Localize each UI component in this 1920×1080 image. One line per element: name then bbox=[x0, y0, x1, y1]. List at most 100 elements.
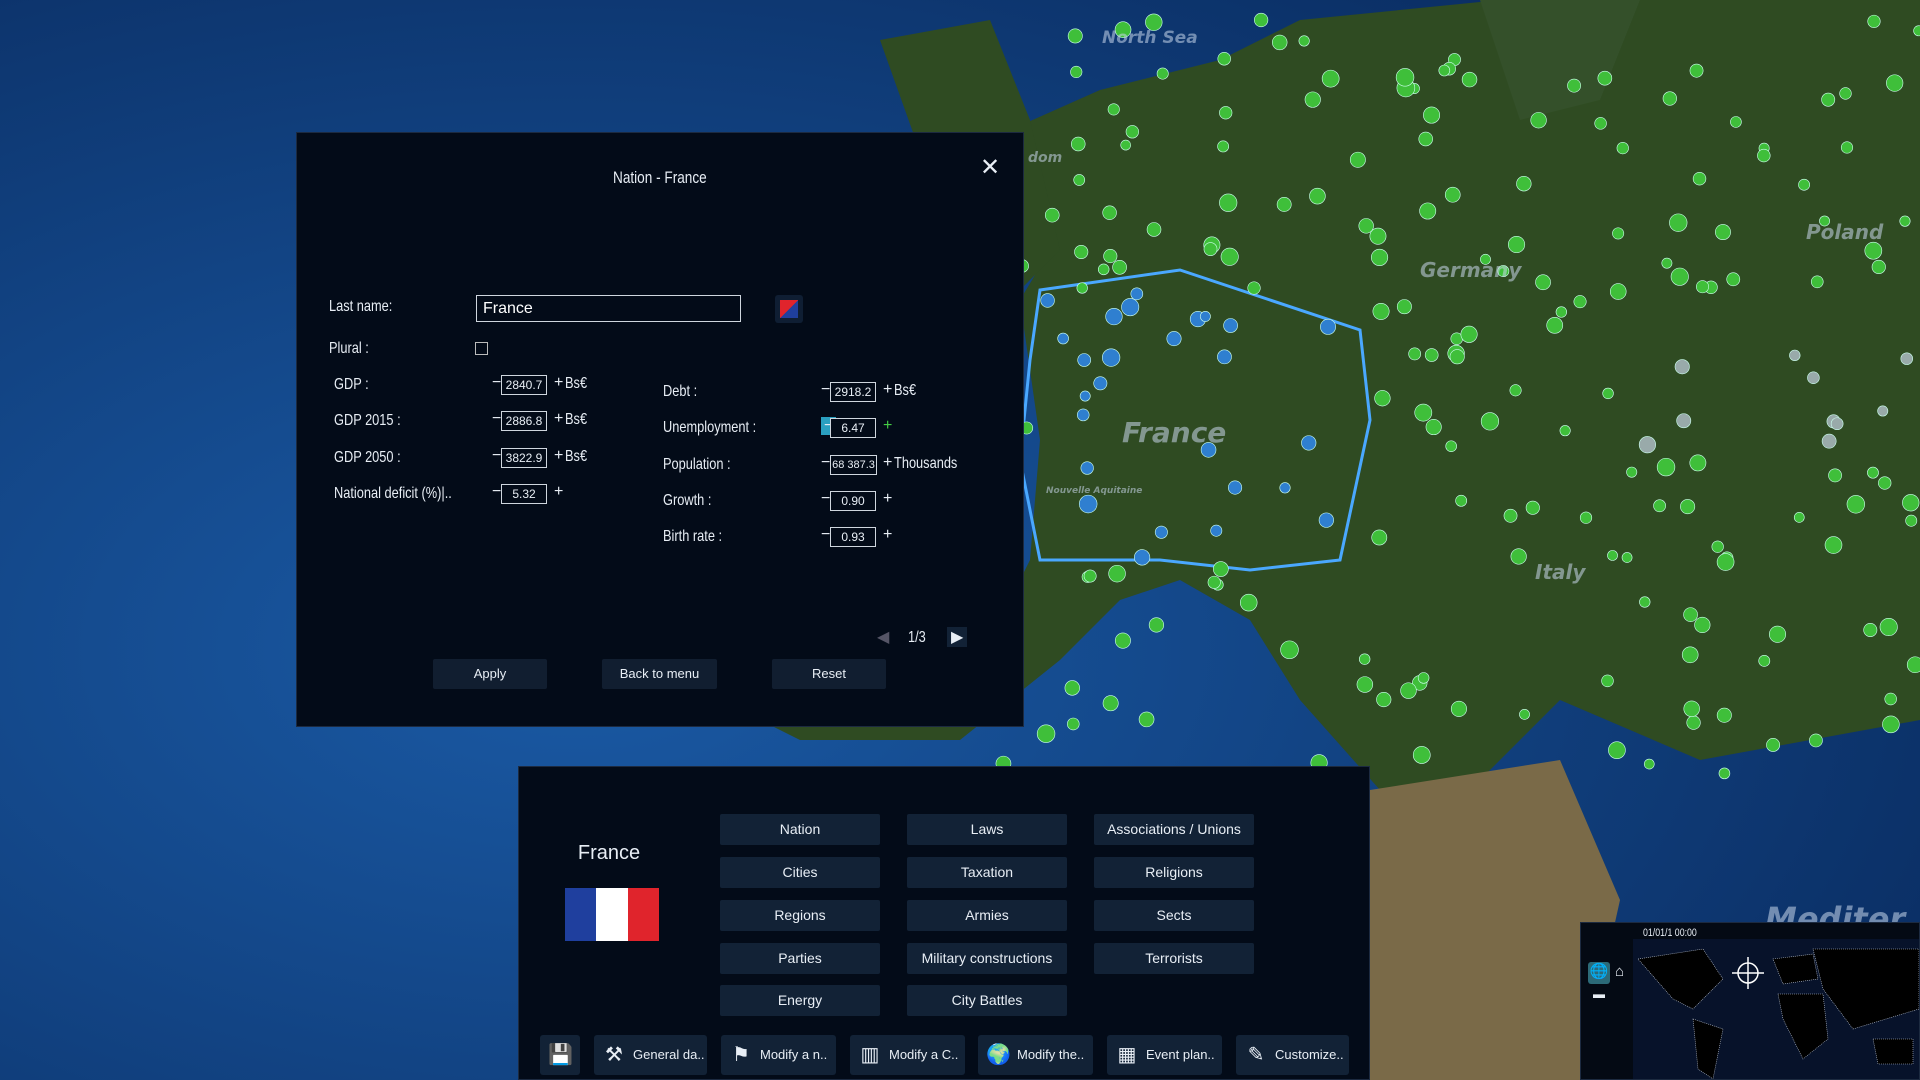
city-marker[interactable] bbox=[1219, 106, 1233, 120]
city-marker[interactable] bbox=[1217, 52, 1231, 66]
value-input[interactable]: 6.47 bbox=[830, 418, 876, 438]
city-marker[interactable] bbox=[1239, 593, 1258, 612]
city-marker[interactable] bbox=[1503, 508, 1518, 523]
city-marker[interactable] bbox=[1621, 552, 1633, 563]
city-marker[interactable] bbox=[1757, 148, 1771, 163]
plural-checkbox[interactable] bbox=[475, 342, 488, 355]
city-marker[interactable] bbox=[1223, 318, 1238, 333]
city-marker[interactable] bbox=[1374, 390, 1391, 407]
factory-icon[interactable]: ⌂ bbox=[1615, 963, 1625, 980]
city-marker[interactable] bbox=[1254, 12, 1269, 28]
city-marker[interactable] bbox=[1036, 724, 1056, 743]
city-marker[interactable] bbox=[1766, 738, 1781, 752]
city-marker[interactable] bbox=[1594, 117, 1607, 130]
minimap[interactable]: 01/01/1 00:00 🌐 ⌂ ▬ bbox=[1580, 922, 1920, 1080]
city-marker[interactable] bbox=[1798, 178, 1810, 191]
city-marker[interactable] bbox=[1078, 494, 1098, 514]
back-to-menu-button[interactable]: Back to menu bbox=[602, 659, 717, 689]
city-marker[interactable] bbox=[1145, 13, 1163, 31]
city-marker[interactable] bbox=[1417, 672, 1430, 684]
city-marker[interactable] bbox=[1349, 151, 1366, 168]
city-marker[interactable] bbox=[1370, 248, 1389, 266]
city-marker[interactable] bbox=[1219, 193, 1238, 212]
city-marker[interactable] bbox=[1074, 244, 1089, 260]
city-marker[interactable] bbox=[1040, 293, 1055, 308]
city-marker[interactable] bbox=[1097, 263, 1110, 276]
city-marker[interactable] bbox=[1877, 405, 1889, 417]
city-marker[interactable] bbox=[1419, 202, 1437, 220]
city-marker[interactable] bbox=[1125, 125, 1139, 139]
city-marker[interactable] bbox=[1807, 371, 1820, 384]
apply-button[interactable]: Apply bbox=[433, 659, 547, 689]
city-marker[interactable] bbox=[1689, 63, 1704, 78]
city-marker[interactable] bbox=[1789, 349, 1801, 361]
city-marker[interactable] bbox=[1716, 553, 1735, 571]
city-marker[interactable] bbox=[1694, 616, 1711, 634]
city-marker[interactable] bbox=[1597, 70, 1613, 86]
increment-button[interactable]: + bbox=[883, 417, 893, 434]
city-marker[interactable] bbox=[1220, 247, 1239, 266]
city-marker[interactable] bbox=[1166, 331, 1182, 347]
city-marker[interactable] bbox=[1444, 186, 1461, 203]
city-marker[interactable] bbox=[1906, 656, 1920, 674]
city-marker[interactable] bbox=[1425, 419, 1442, 436]
city-marker[interactable] bbox=[1146, 222, 1162, 237]
toolbar-button-calendar[interactable]: ▦ Event plan.. bbox=[1107, 1035, 1222, 1075]
menu-button-armies[interactable]: Armies bbox=[907, 900, 1067, 931]
menu-button-associations-unions[interactable]: Associations / Unions bbox=[1094, 814, 1254, 845]
city-marker[interactable] bbox=[1133, 549, 1151, 566]
increment-button[interactable]: + bbox=[883, 381, 893, 398]
increment-button[interactable]: + bbox=[554, 410, 564, 427]
value-input[interactable]: 0.93 bbox=[830, 527, 876, 547]
city-marker[interactable] bbox=[1207, 575, 1221, 589]
city-marker[interactable] bbox=[1730, 116, 1742, 128]
menu-button-terrorists[interactable]: Terrorists bbox=[1094, 943, 1254, 974]
city-marker[interactable] bbox=[1810, 275, 1824, 289]
decrement-button[interactable]: − bbox=[492, 483, 502, 500]
city-marker[interactable] bbox=[1418, 131, 1433, 147]
city-marker[interactable] bbox=[1212, 561, 1229, 577]
city-marker[interactable] bbox=[1643, 758, 1655, 770]
city-marker[interactable] bbox=[1298, 35, 1310, 47]
increment-button[interactable]: + bbox=[554, 447, 564, 464]
increment-button[interactable]: + bbox=[883, 490, 893, 507]
city-marker[interactable] bbox=[1882, 715, 1900, 734]
decrement-button[interactable]: − bbox=[821, 526, 831, 543]
city-marker[interactable] bbox=[1696, 280, 1709, 294]
city-marker[interactable] bbox=[1653, 499, 1666, 513]
city-marker[interactable] bbox=[1662, 91, 1677, 106]
city-marker[interactable] bbox=[1656, 457, 1676, 477]
city-marker[interactable] bbox=[1371, 529, 1388, 546]
city-marker[interactable] bbox=[1711, 540, 1724, 553]
menu-button-energy[interactable]: Energy bbox=[720, 985, 880, 1016]
city-marker[interactable] bbox=[1509, 384, 1522, 397]
city-marker[interactable] bbox=[1108, 564, 1126, 583]
decrement-button[interactable]: − bbox=[821, 381, 831, 398]
city-marker[interactable] bbox=[1900, 352, 1913, 365]
city-marker[interactable] bbox=[1607, 550, 1618, 561]
city-marker[interactable] bbox=[1358, 218, 1374, 234]
city-marker[interactable] bbox=[1400, 682, 1417, 699]
city-marker[interactable] bbox=[1819, 215, 1830, 227]
city-marker[interactable] bbox=[1073, 174, 1086, 186]
city-marker[interactable] bbox=[1758, 654, 1771, 667]
city-marker[interactable] bbox=[1320, 318, 1336, 335]
toolbar-button-flag[interactable]: ⚑ Modify a n.. bbox=[721, 1035, 836, 1075]
city-marker[interactable] bbox=[1102, 695, 1119, 712]
city-marker[interactable] bbox=[1200, 442, 1217, 458]
city-marker[interactable] bbox=[1301, 435, 1317, 451]
city-marker[interactable] bbox=[1460, 325, 1478, 343]
city-marker[interactable] bbox=[1414, 403, 1433, 422]
city-marker[interactable] bbox=[1726, 272, 1741, 287]
city-marker[interactable] bbox=[1148, 617, 1165, 633]
city-marker[interactable] bbox=[1769, 625, 1787, 643]
city-marker[interactable] bbox=[1567, 78, 1581, 93]
menu-button-religions[interactable]: Religions bbox=[1094, 857, 1254, 888]
last-name-input[interactable] bbox=[476, 295, 741, 322]
city-marker[interactable] bbox=[1683, 700, 1700, 717]
value-input[interactable]: 2918.2 bbox=[830, 382, 876, 402]
city-marker[interactable] bbox=[1450, 700, 1467, 717]
city-marker[interactable] bbox=[1871, 259, 1886, 275]
city-marker[interactable] bbox=[1276, 197, 1292, 212]
increment-button[interactable]: + bbox=[554, 483, 564, 500]
